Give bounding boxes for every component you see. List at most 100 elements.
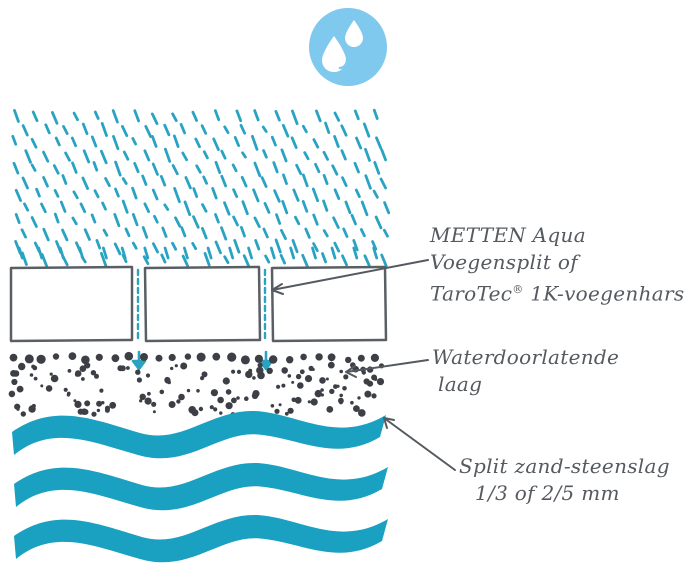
gravel-dot: [213, 407, 218, 412]
gravel-dot: [240, 355, 250, 365]
raindrop: [372, 108, 379, 120]
raindrop: [311, 187, 320, 203]
water-waves: [12, 410, 388, 563]
raindrop: [100, 251, 108, 268]
gravel-dot: [96, 400, 103, 407]
gravel-dot: [117, 365, 124, 372]
gravel-dot: [231, 369, 236, 374]
raindrop: [72, 111, 79, 122]
raindrop: [21, 176, 29, 190]
raindrop: [42, 150, 50, 163]
gravel-dot: [361, 370, 366, 375]
raindrop: [79, 202, 87, 214]
gravel-dot: [36, 354, 46, 364]
gravel-dot: [225, 402, 233, 410]
raindrop: [220, 174, 228, 188]
raindrop: [184, 176, 192, 190]
raindrop: [353, 109, 360, 121]
raindrop: [20, 228, 28, 239]
gravel-dot: [252, 390, 260, 398]
gravel-dot: [286, 356, 294, 364]
raindrop: [201, 203, 208, 213]
gravel-dot: [84, 400, 91, 407]
gravel-dot: [184, 353, 192, 360]
raindrop: [282, 173, 288, 186]
raindrop: [290, 136, 298, 150]
raindrop: [173, 186, 181, 204]
raindrop: [340, 149, 347, 161]
gravel-dot: [155, 354, 163, 362]
raindrop: [161, 226, 168, 238]
raindrop: [92, 161, 99, 172]
registered-mark: ®: [512, 283, 524, 296]
raindrop: [42, 227, 50, 242]
gravel-dot: [219, 411, 223, 415]
gravel-dot: [370, 353, 379, 362]
gravel-dot: [136, 377, 142, 383]
gravel-dot: [95, 353, 103, 361]
raindrop: [101, 201, 107, 211]
gravel-layer: [8, 351, 385, 418]
raindrop: [183, 200, 192, 217]
raindrop: [13, 109, 20, 123]
gravel-dot: [270, 404, 275, 408]
raindrop: [331, 164, 339, 176]
gravel-dot: [144, 397, 152, 405]
raindrop: [228, 246, 235, 260]
raindrop: [233, 135, 241, 148]
water-drops-icon: [309, 8, 387, 86]
gravel-dot: [244, 396, 249, 402]
raindrop: [383, 201, 391, 215]
gravel-dot: [357, 354, 365, 362]
gravel-dot: [49, 372, 53, 376]
raindrop: [322, 229, 329, 238]
gravel-dot: [315, 353, 323, 361]
raindrop: [291, 239, 299, 254]
raindrop: [90, 213, 97, 224]
gravel-dot: [257, 362, 263, 368]
raindrop: [61, 174, 68, 185]
label-base-layer: Split zand-steenslag 1/3 of 2/5 mm: [459, 453, 670, 507]
gravel-dot: [339, 369, 344, 374]
raindrop: [194, 137, 201, 149]
gravel-dot: [196, 352, 206, 362]
gravel-dot: [77, 408, 84, 415]
raindrop: [58, 246, 65, 260]
raindrop: [180, 226, 187, 238]
raindrop: [181, 254, 190, 268]
raindrop: [163, 203, 170, 211]
raindrop: [61, 228, 69, 242]
raindrop: [232, 215, 239, 227]
label-permeable-line2: laag: [438, 372, 483, 396]
raindrop: [241, 200, 249, 216]
raindrop: [373, 161, 381, 175]
raindrop: [253, 109, 260, 122]
raindrop: [353, 161, 360, 174]
gravel-dot: [104, 407, 110, 413]
raindrop: [143, 149, 151, 162]
raindrop: [270, 135, 277, 147]
raindrop: [382, 228, 389, 238]
gravel-dot: [276, 384, 281, 389]
raindrop: [342, 227, 349, 238]
raindrop: [171, 164, 179, 176]
raindrop: [17, 246, 24, 260]
raindrop: [281, 199, 289, 215]
raindrop: [163, 147, 172, 163]
gravel-dot: [231, 397, 237, 404]
gravel-dot: [297, 382, 304, 389]
gravel-dot: [256, 366, 264, 375]
gravel-dot: [311, 368, 315, 371]
gravel-dot: [366, 380, 374, 387]
raindrop: [144, 125, 153, 139]
gravel-dot: [32, 365, 38, 371]
gravel-dot: [329, 388, 335, 395]
raindrop: [375, 136, 383, 150]
raindrop: [181, 151, 189, 162]
raindrop: [150, 112, 159, 125]
raindrop: [133, 161, 140, 174]
raindrop: [279, 253, 287, 265]
gravel-dot: [188, 406, 196, 414]
raindrop: [151, 242, 160, 254]
raindrop: [12, 161, 20, 175]
